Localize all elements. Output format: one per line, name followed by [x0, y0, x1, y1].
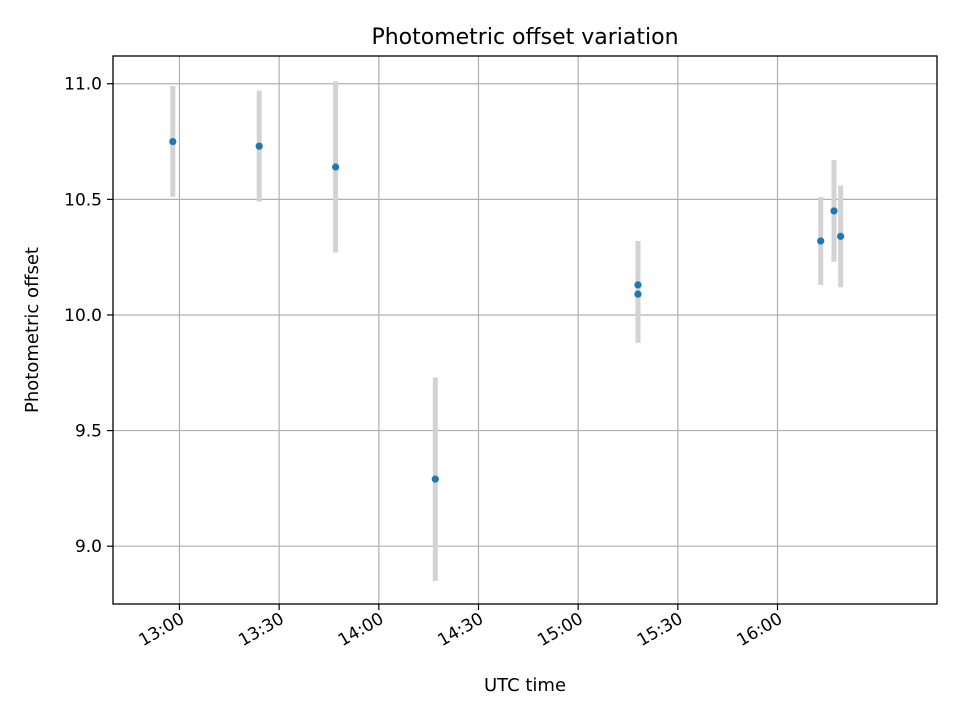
y-tick-label: 11.0 [64, 75, 102, 95]
data-point [255, 142, 263, 150]
data-point [837, 232, 845, 240]
data-point [169, 137, 177, 146]
x-tick-label: 13:30 [235, 609, 287, 651]
y-tick-label: 10.5 [64, 190, 102, 210]
data-points [169, 137, 845, 483]
x-tick-label: 15:30 [634, 609, 686, 651]
data-point [431, 475, 439, 483]
data-point [634, 290, 642, 298]
x-axis-label: UTC time [484, 675, 566, 696]
y-tick-label: 10.0 [64, 306, 102, 326]
y-axis-label: Photometric offset [22, 247, 43, 413]
x-tick-label: 15:00 [534, 609, 586, 651]
data-point [634, 281, 642, 289]
grid [113, 56, 937, 604]
x-tick-label: 13:00 [136, 609, 188, 651]
x-tick-label: 16:00 [734, 609, 786, 651]
x-tick-label: 14:30 [435, 609, 487, 651]
data-point [332, 163, 340, 171]
x-tick-label: 14:00 [335, 609, 387, 651]
y-tick-label: 9.5 [75, 422, 102, 442]
data-point [817, 237, 825, 245]
y-tick-label: 9.0 [75, 537, 102, 557]
error-bars [170, 81, 844, 581]
data-point [830, 207, 838, 215]
plot-frame [112, 55, 938, 605]
chart-title: Photometric offset variation [371, 25, 678, 50]
